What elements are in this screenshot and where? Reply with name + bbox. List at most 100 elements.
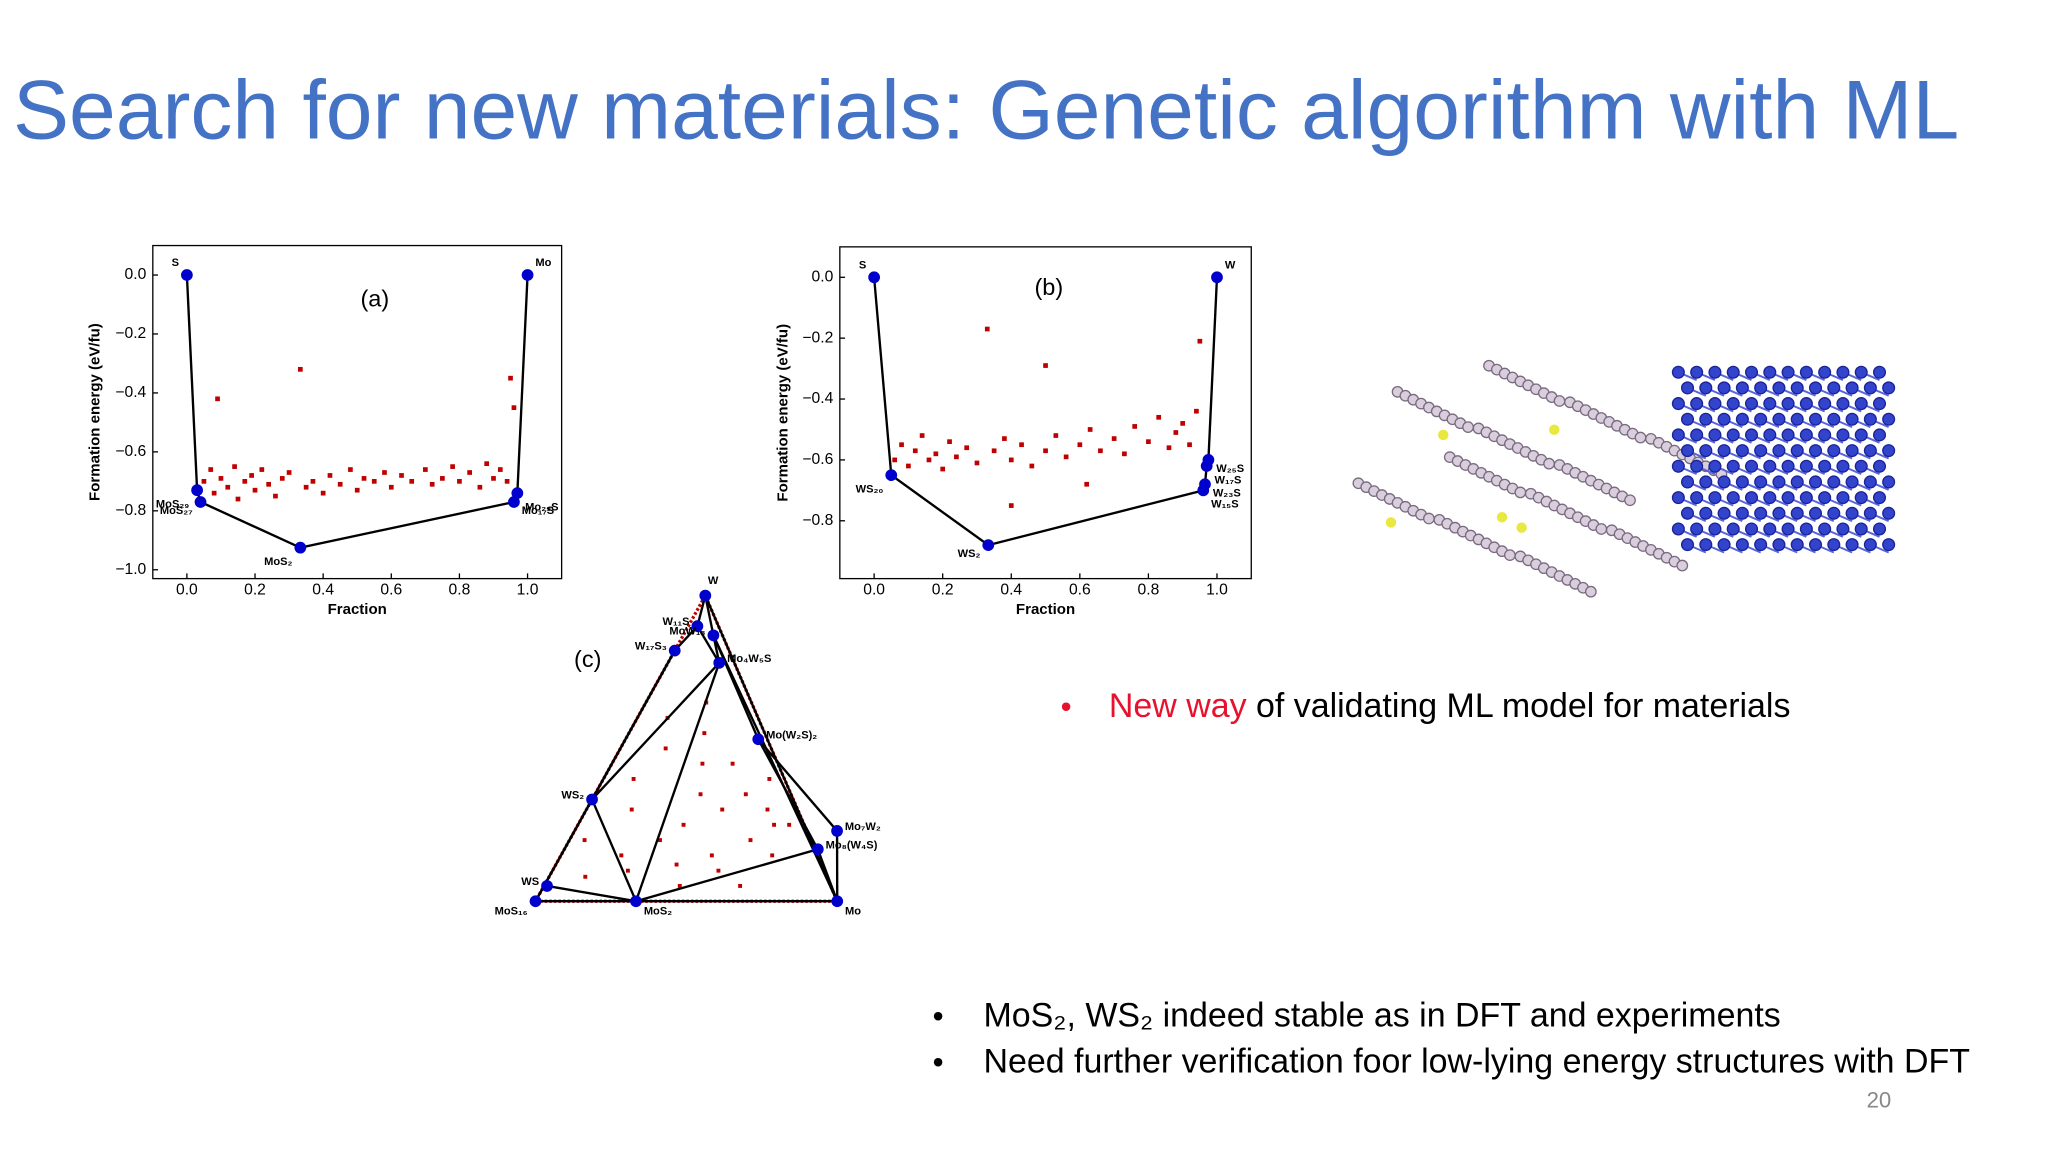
hull-vertex — [1202, 454, 1215, 466]
atom — [1717, 538, 1731, 552]
structure-point — [327, 473, 333, 478]
structure-point — [767, 777, 772, 781]
structure-point — [337, 481, 343, 487]
atom — [1514, 486, 1527, 499]
y-tick-label: 0.0 — [812, 268, 834, 285]
atom — [1754, 444, 1768, 458]
hull-label: Mo — [535, 257, 551, 269]
atom — [1680, 506, 1695, 520]
atom — [1818, 365, 1832, 379]
structure-point — [320, 490, 326, 496]
atom — [1772, 412, 1786, 426]
atom — [1690, 428, 1704, 442]
structure-point — [467, 470, 472, 475]
atom — [1882, 475, 1896, 489]
atom — [1772, 381, 1786, 395]
atom — [1754, 381, 1768, 395]
panel-label: (b) — [1034, 274, 1063, 300]
bullet-text: New way of validating ML model for mater… — [1109, 687, 1791, 725]
atom — [1872, 365, 1887, 379]
hull-label: Mo₁₇S — [522, 505, 554, 517]
atom — [1872, 491, 1887, 505]
hull-vertex — [191, 484, 203, 497]
atom — [1699, 538, 1713, 552]
hull-edge — [546, 884, 637, 903]
atom — [1708, 522, 1722, 536]
y-tick-label: −1.0 — [115, 561, 146, 578]
atom — [1763, 491, 1777, 505]
structure-point — [354, 487, 360, 493]
atom — [1726, 522, 1740, 536]
hull-edge — [696, 625, 721, 664]
atom — [1735, 538, 1749, 552]
hull-edge — [590, 798, 638, 902]
atom — [1882, 506, 1896, 520]
structure-point — [583, 874, 588, 879]
structure-point — [497, 467, 503, 472]
structure-point — [984, 326, 990, 332]
structure-point — [477, 484, 483, 490]
hull-edge — [591, 662, 721, 801]
hull-label: W₂₅S — [1216, 463, 1244, 475]
atom — [1717, 381, 1731, 395]
y-tick-label: −0.6 — [802, 451, 833, 468]
atom — [1818, 459, 1832, 473]
hull-vertex — [294, 541, 307, 554]
hull-edge — [635, 848, 819, 903]
structure-point — [625, 868, 630, 873]
atom — [1680, 475, 1695, 489]
node-label: WS₂ — [561, 789, 584, 801]
atom — [1781, 491, 1795, 505]
hull-vertex — [691, 620, 704, 633]
atom — [1717, 412, 1731, 426]
x-tick-label: 0.8 — [449, 582, 471, 599]
structure-point — [388, 484, 394, 490]
atom — [1496, 512, 1508, 523]
bullet-text: Need further verification foor low-lying… — [984, 1042, 1970, 1080]
hull-vertex — [811, 843, 824, 856]
atom — [1690, 459, 1704, 473]
structure-point — [484, 461, 490, 467]
node-label: Mo(W₂S)₂ — [766, 729, 817, 741]
structure-point — [252, 487, 258, 493]
structure-point — [1146, 439, 1151, 445]
bullet-dot: • — [1061, 689, 1072, 724]
atom — [1872, 522, 1887, 536]
structure-point — [211, 490, 217, 496]
atom — [1863, 475, 1877, 489]
structure-point — [382, 470, 387, 475]
atom — [1836, 459, 1850, 473]
atom — [1772, 538, 1786, 552]
structure-point — [215, 396, 220, 402]
atom — [1516, 522, 1527, 533]
structure-point — [892, 457, 898, 463]
structure-point — [743, 792, 748, 797]
hull-vertex — [699, 589, 712, 602]
hull-vertex — [752, 733, 765, 746]
hull-vertex — [521, 269, 534, 281]
atom — [1845, 444, 1859, 458]
structure-point — [582, 838, 587, 843]
structure-point — [772, 822, 777, 827]
structure-point — [720, 807, 725, 812]
atom — [1808, 444, 1823, 458]
structure-point — [748, 838, 753, 843]
atom — [1836, 397, 1850, 411]
structure-point — [1194, 408, 1199, 414]
atom — [1836, 522, 1850, 536]
atom — [1790, 381, 1804, 395]
structure-point — [273, 493, 278, 499]
y-tick-label: −0.4 — [115, 384, 146, 401]
structure-point — [770, 853, 775, 858]
structure-point — [242, 478, 248, 484]
structure-point — [440, 476, 445, 481]
panel-label: (c) — [574, 646, 601, 672]
atom — [1708, 491, 1722, 505]
atom — [1827, 506, 1841, 520]
x-tick-label: 0.4 — [1000, 582, 1022, 599]
structure-point — [511, 405, 517, 411]
node-label: Mo₈(W₄S) — [826, 839, 878, 851]
atom — [1845, 475, 1859, 489]
atom — [1882, 381, 1896, 395]
crystal-images — [1352, 359, 1896, 598]
